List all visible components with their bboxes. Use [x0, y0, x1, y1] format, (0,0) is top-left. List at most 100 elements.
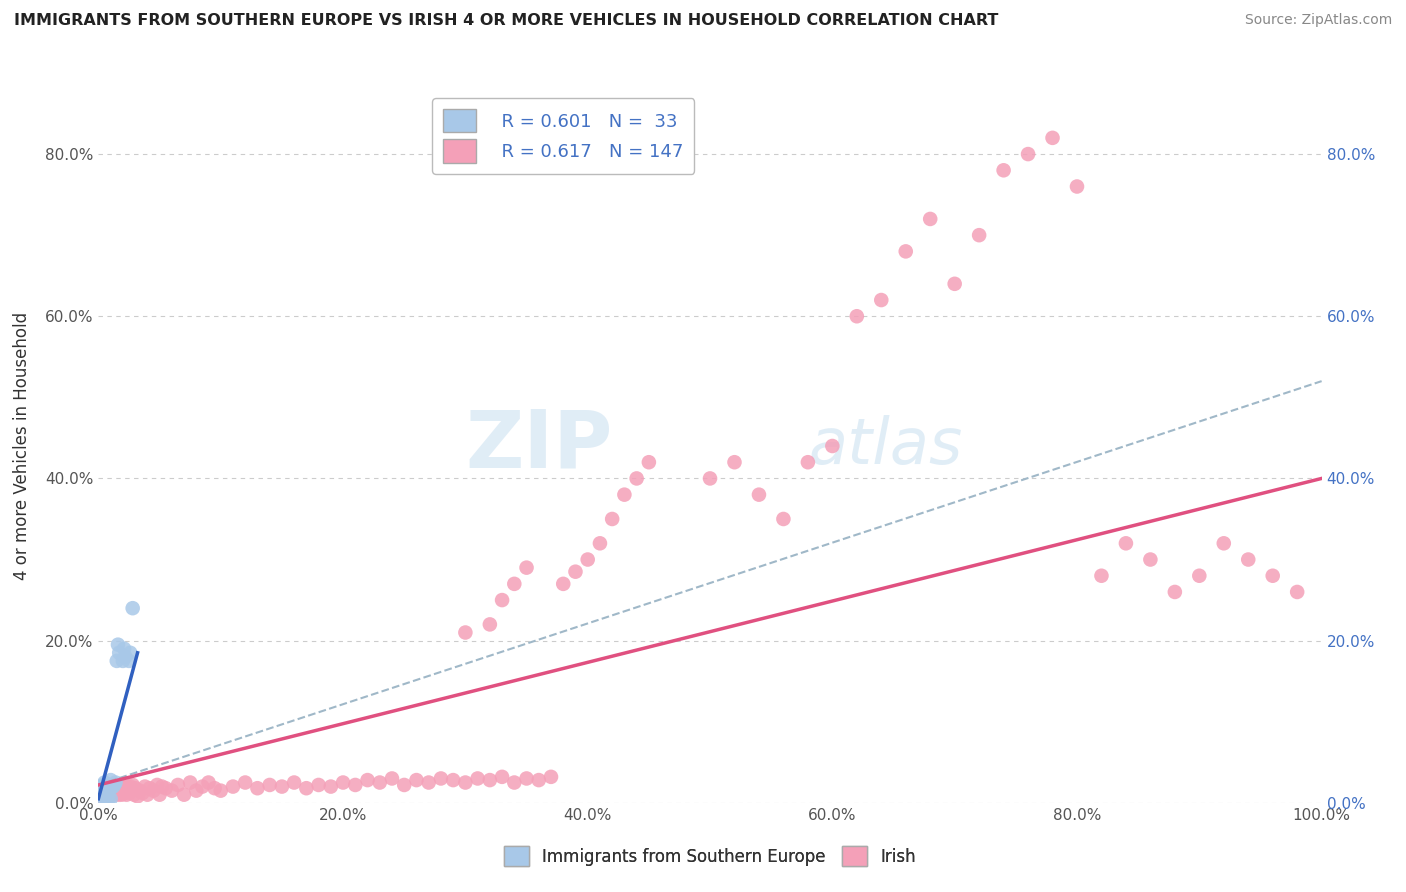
- Point: [100, 791, 122, 805]
- Point: [131, 786, 153, 800]
- Point: [1286, 585, 1309, 599]
- Point: [111, 786, 134, 800]
- Point: [1042, 131, 1064, 145]
- Point: [100, 781, 122, 796]
- Point: [91, 789, 114, 804]
- Point: [90, 783, 112, 797]
- Point: [97, 778, 120, 792]
- Point: [222, 780, 245, 794]
- Point: [100, 788, 122, 802]
- Point: [94, 786, 117, 800]
- Point: [356, 773, 378, 788]
- Point: [94, 783, 117, 797]
- Point: [114, 778, 136, 792]
- Point: [112, 783, 135, 797]
- Point: [96, 781, 118, 796]
- Point: [129, 783, 152, 797]
- Point: [121, 778, 143, 792]
- Point: [191, 780, 214, 794]
- Point: [491, 770, 513, 784]
- Point: [478, 773, 501, 788]
- Point: [110, 783, 132, 797]
- Point: [160, 783, 183, 797]
- Point: [600, 512, 623, 526]
- Point: [209, 783, 232, 797]
- Point: [894, 244, 917, 259]
- Point: [179, 775, 201, 789]
- Point: [122, 788, 145, 802]
- Point: [101, 778, 124, 792]
- Point: [94, 780, 117, 794]
- Point: [1139, 552, 1161, 566]
- Point: [104, 780, 127, 794]
- Point: [98, 780, 121, 794]
- Point: [108, 780, 131, 794]
- Point: [90, 789, 112, 804]
- Point: [344, 778, 367, 792]
- Point: [186, 783, 208, 797]
- Point: [637, 455, 661, 469]
- Point: [699, 471, 721, 485]
- Point: [155, 781, 177, 796]
- Point: [1017, 147, 1039, 161]
- Point: [197, 775, 219, 789]
- Point: [91, 778, 114, 792]
- Point: [124, 781, 146, 796]
- Point: [142, 783, 165, 797]
- Point: [1090, 568, 1112, 582]
- Point: [111, 781, 134, 796]
- Point: [613, 488, 636, 502]
- Text: Source: ZipAtlas.com: Source: ZipAtlas.com: [1244, 13, 1392, 28]
- Point: [870, 293, 893, 307]
- Point: [93, 775, 115, 789]
- Point: [91, 786, 114, 800]
- Point: [1066, 179, 1088, 194]
- Point: [127, 789, 149, 804]
- Point: [564, 565, 586, 579]
- Point: [98, 786, 121, 800]
- Y-axis label: 4 or more Vehicles in Household: 4 or more Vehicles in Household: [13, 312, 31, 580]
- Point: [94, 780, 117, 794]
- Point: [103, 778, 125, 792]
- Point: [104, 775, 127, 789]
- Point: [381, 772, 404, 786]
- Point: [103, 788, 125, 802]
- Point: [111, 780, 134, 794]
- Point: [553, 577, 575, 591]
- Point: [91, 781, 114, 796]
- Point: [89, 788, 111, 802]
- Point: [90, 783, 112, 797]
- Point: [233, 775, 256, 789]
- Point: [105, 654, 128, 668]
- Point: [503, 577, 526, 591]
- Point: [149, 788, 172, 802]
- Point: [118, 654, 141, 668]
- Point: [101, 780, 124, 794]
- Point: [1237, 552, 1260, 566]
- Point: [173, 788, 195, 802]
- Point: [139, 781, 162, 796]
- Text: atlas: atlas: [808, 415, 962, 477]
- Point: [96, 788, 118, 802]
- Point: [576, 552, 599, 566]
- Point: [90, 780, 112, 794]
- Point: [772, 512, 794, 526]
- Point: [723, 455, 745, 469]
- Point: [110, 778, 132, 792]
- Point: [96, 781, 118, 796]
- Point: [515, 560, 537, 574]
- Point: [246, 781, 269, 796]
- Point: [91, 780, 114, 794]
- Point: [283, 775, 305, 789]
- Point: [392, 778, 416, 792]
- Point: [117, 781, 139, 796]
- Point: [105, 783, 128, 797]
- Point: [91, 786, 114, 800]
- Point: [405, 773, 427, 788]
- Point: [107, 638, 129, 652]
- Point: [797, 455, 820, 469]
- Point: [136, 788, 159, 802]
- Point: [441, 773, 464, 788]
- Point: [748, 488, 770, 502]
- Point: [91, 781, 114, 796]
